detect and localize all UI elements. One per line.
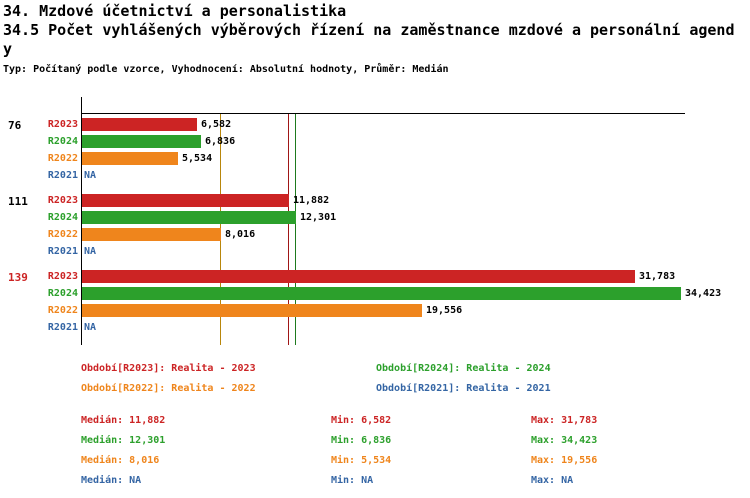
stat-median-R2021: Medián: NA: [81, 475, 142, 486]
series-label-R2021: R2021: [47, 246, 78, 257]
stat-min-R2021: Min: NA: [331, 475, 374, 486]
series-label-R2024: R2024: [47, 212, 78, 223]
bar-value-label: 6,582: [201, 119, 232, 130]
stat-median-R2023: Medián: 11,882: [81, 415, 166, 426]
stat-median-R2024: Medián: 12,301: [81, 435, 166, 446]
group-label: 76: [8, 119, 22, 132]
series-label-R2024: R2024: [47, 136, 78, 147]
legend-item-R2023: Období[R2023]: Realita - 2023: [81, 363, 256, 374]
stat-min-R2023: Min: 6,582: [331, 415, 392, 426]
bar-value-label: NA: [84, 246, 97, 257]
bar-value-label: 12,301: [300, 212, 337, 223]
stat-max-R2022: Max: 19,556: [531, 455, 598, 466]
series-label-R2021: R2021: [47, 322, 78, 333]
median-line-R2024: [295, 114, 296, 345]
series-label-R2022: R2022: [47, 305, 78, 316]
stat-max-R2021: Max: NA: [531, 475, 574, 486]
chart-title-line1: 34. Mzdové účetnictví a personalistika: [3, 2, 347, 20]
bar-R2023: [82, 194, 289, 207]
bar-value-label: 5,534: [182, 153, 213, 164]
bar-R2022: [82, 152, 178, 165]
legend-item-R2024: Období[R2024]: Realita - 2024: [376, 363, 551, 374]
chart-title-line2: 34.5 Počet vyhlášených výběrových řízení…: [3, 21, 735, 39]
bar-value-label: 34,423: [685, 288, 722, 299]
bar-R2024: [82, 211, 296, 224]
bar-value-label: 19,556: [426, 305, 463, 316]
series-label-R2023: R2023: [47, 271, 78, 282]
bar-value-label: 6,836: [205, 136, 236, 147]
y-axis-line: [81, 97, 82, 345]
bar-R2022: [82, 228, 221, 241]
group-label: 139: [8, 271, 28, 284]
series-label-R2021: R2021: [47, 170, 78, 181]
bar-R2024: [82, 287, 681, 300]
group-label: 111: [8, 195, 28, 208]
series-label-R2022: R2022: [47, 229, 78, 240]
series-label-R2024: R2024: [47, 288, 78, 299]
chart-title-line3: y: [3, 40, 13, 58]
bar-R2024: [82, 135, 201, 148]
bar-value-label: 8,016: [225, 229, 256, 240]
series-label-R2023: R2023: [47, 119, 78, 130]
bar-value-label: 11,882: [293, 195, 330, 206]
stat-max-R2023: Max: 31,783: [531, 415, 598, 426]
bar-R2023: [82, 270, 635, 283]
x-axis-line: [81, 113, 685, 114]
stat-median-R2022: Medián: 8,016: [81, 455, 160, 466]
series-label-R2023: R2023: [47, 195, 78, 206]
bar-value-label: 31,783: [639, 271, 676, 282]
stat-max-R2024: Max: 34,423: [531, 435, 598, 446]
bar-R2022: [82, 304, 422, 317]
stat-min-R2022: Min: 5,534: [331, 455, 392, 466]
series-label-R2022: R2022: [47, 153, 78, 164]
bar-value-label: NA: [84, 322, 97, 333]
legend-item-R2021: Období[R2021]: Realita - 2021: [376, 383, 551, 394]
chart-subtitle: Typ: Počítaný podle vzorce, Vyhodnocení:…: [3, 64, 449, 75]
stat-min-R2024: Min: 6,836: [331, 435, 392, 446]
median-line-R2023: [288, 114, 289, 345]
bar-value-label: NA: [84, 170, 97, 181]
legend-item-R2022: Období[R2022]: Realita - 2022: [81, 383, 256, 394]
bar-R2023: [82, 118, 197, 131]
